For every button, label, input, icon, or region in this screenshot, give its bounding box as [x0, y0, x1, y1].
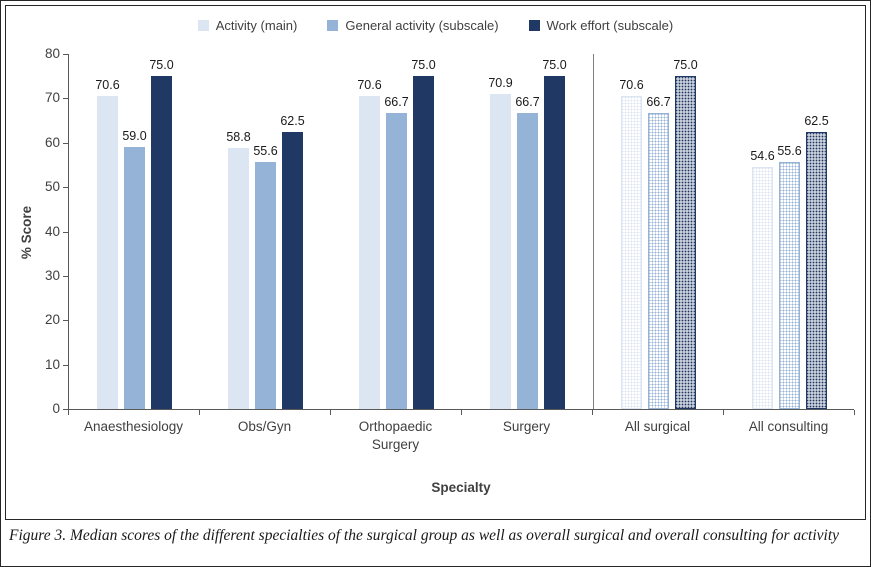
y-tick-mark: [63, 320, 68, 322]
bar-value-label: 70.6: [95, 78, 120, 92]
bar-value-label: 75.0: [149, 58, 174, 72]
legend-item: Work effort (subscale): [528, 18, 674, 33]
y-tick-label: 0: [52, 401, 60, 416]
bar-value-label: 66.7: [515, 95, 540, 109]
bar: [806, 132, 827, 409]
bar-value-label: 70.6: [357, 78, 382, 92]
x-tick-mark: [854, 410, 855, 415]
legend-swatch: [197, 20, 209, 31]
bar-value-label: 58.8: [226, 130, 251, 144]
legend-label: Activity (main): [215, 18, 298, 33]
legend-swatch: [327, 20, 339, 31]
category-label: Surgery: [502, 419, 551, 434]
bar: [124, 147, 145, 409]
x-tick-mark: [330, 410, 331, 415]
figure-caption: Figure 3. Median scores of the different…: [9, 527, 839, 544]
y-tick-label: 20: [44, 312, 60, 328]
y-tick-mark: [63, 187, 68, 189]
y-tick-mark: [63, 98, 68, 100]
y-tick-label: 30: [44, 267, 60, 283]
y-tick-label: 10: [44, 356, 60, 372]
legend-swatch: [528, 20, 540, 31]
bar: [97, 96, 118, 409]
bar: [386, 113, 407, 409]
group-separator: [593, 54, 594, 409]
x-tick-mark: [68, 410, 69, 415]
legend-item: Activity (main): [197, 18, 298, 33]
bar: [675, 76, 696, 409]
chart-legend: Activity (main) General activity (subscal…: [6, 18, 865, 33]
y-tick-mark: [63, 409, 68, 410]
category-label: All consulting: [748, 419, 829, 434]
bar: [752, 167, 773, 409]
bar-value-label: 55.6: [777, 144, 802, 158]
y-tick-label: 60: [44, 134, 60, 150]
plot-area: 70.6 59.0 75.0 58.8 55.6 62.5 70.6 66.7 75.0 70.9…: [68, 54, 854, 410]
bar: [151, 76, 172, 409]
bar: [621, 96, 642, 409]
bar: [648, 113, 669, 409]
bar: [779, 162, 800, 409]
x-tick-mark: [592, 410, 593, 415]
bar-value-label: 62.5: [804, 114, 829, 128]
y-tick-mark: [63, 142, 68, 144]
bar-value-label: 75.0: [542, 58, 567, 72]
bar: [359, 96, 380, 409]
y-tick-label: 80: [44, 46, 60, 61]
y-tick-label: 50: [44, 179, 60, 195]
bar-value-label: 55.6: [253, 144, 278, 158]
category-label: Obs/Gyn: [237, 419, 292, 434]
bar: [413, 76, 434, 409]
category-label: Anaesthesiology: [83, 419, 184, 434]
bar-value-label: 66.7: [384, 95, 409, 109]
category-label: All surgical: [624, 419, 691, 434]
y-tick-label: 40: [44, 223, 60, 239]
bar-value-label: 54.6: [750, 149, 775, 163]
bar-value-label: 66.7: [646, 95, 671, 109]
bar-value-label: 70.6: [619, 78, 644, 92]
x-tick-mark: [199, 410, 200, 415]
bar: [490, 94, 511, 409]
x-axis-title: Specialty: [431, 480, 491, 495]
x-tick-mark: [461, 410, 462, 415]
bar-value-label: 75.0: [411, 58, 436, 72]
bar-value-label: 75.0: [673, 58, 698, 72]
category-label: Orthopaedic Surgery: [358, 419, 433, 452]
y-tick-mark: [63, 364, 68, 366]
chart-area: Activity (main) General activity (subscal…: [5, 5, 866, 520]
bar: [517, 113, 538, 409]
y-tick-mark: [63, 275, 68, 277]
bar: [228, 148, 249, 409]
legend-label: General activity (subscale): [345, 18, 499, 33]
legend-item: General activity (subscale): [327, 18, 499, 33]
bar: [255, 162, 276, 409]
bar-value-label: 70.9: [488, 76, 513, 90]
y-tick-label: 70: [44, 90, 60, 106]
x-tick-mark: [723, 410, 724, 415]
y-tick-mark: [63, 54, 68, 55]
y-tick-mark: [63, 231, 68, 233]
bar: [544, 76, 565, 409]
bar: [282, 132, 303, 409]
bar-value-label: 62.5: [280, 114, 305, 128]
bar-value-label: 59.0: [122, 129, 147, 143]
legend-label: Work effort (subscale): [546, 18, 674, 33]
